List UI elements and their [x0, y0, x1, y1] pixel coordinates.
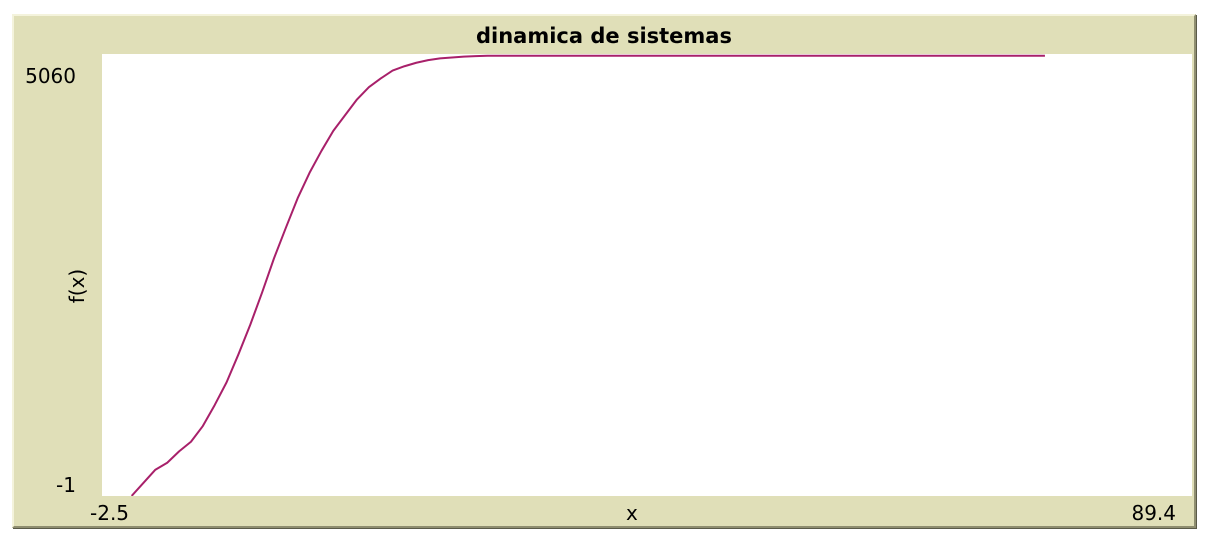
series-layer — [130, 54, 1045, 496]
y-min-label: -1 — [56, 473, 76, 497]
chart-title: dinamica de sistemas — [476, 24, 732, 48]
y-max-label: 5060 — [25, 64, 76, 88]
plot-area — [102, 54, 1192, 496]
x-axis-label: x — [626, 501, 638, 525]
y-axis-label: f(x) — [65, 268, 90, 304]
x-min-label: -2.5 — [90, 501, 130, 525]
series-line-0 — [130, 54, 1045, 496]
plot-widget: dinamica de sistemas 5060 -1 f(x) -2.5 x… — [12, 14, 1196, 528]
x-max-label: 89.4 — [1131, 501, 1176, 525]
plot-background — [102, 54, 1192, 496]
